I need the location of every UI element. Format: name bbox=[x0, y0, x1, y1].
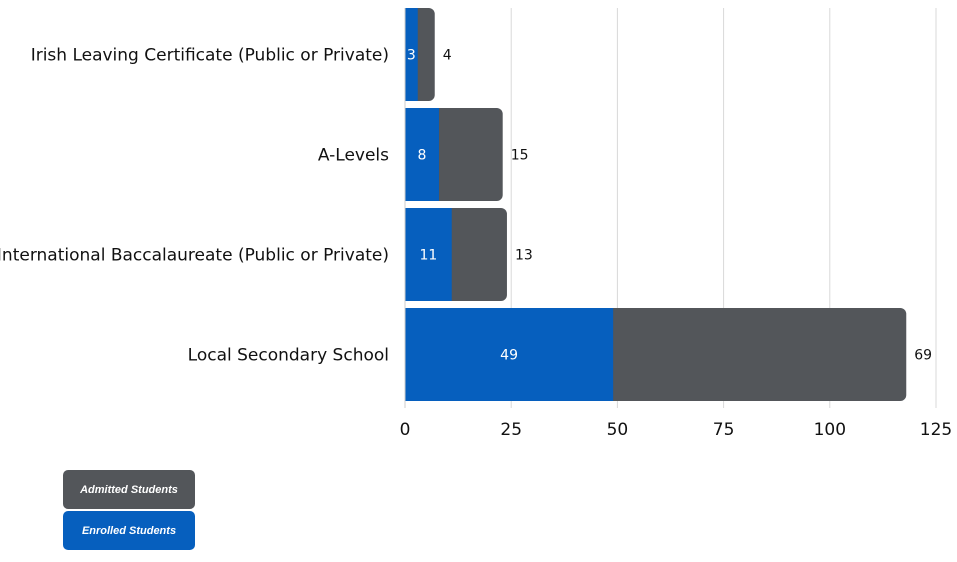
data-label-admitted: 15 bbox=[511, 148, 529, 164]
category-label: Local Secondary School bbox=[188, 346, 389, 366]
data-label-enrolled: 3 bbox=[407, 48, 416, 64]
bar-enrolled bbox=[405, 8, 418, 101]
category-label: International Baccalaureate (Public or P… bbox=[0, 246, 389, 266]
bar-enrolled bbox=[405, 208, 452, 301]
legend-admitted[interactable]: Admitted Students bbox=[63, 470, 195, 509]
bar-enrolled bbox=[405, 108, 439, 201]
data-label-admitted: 69 bbox=[914, 348, 932, 364]
x-tick-label: 0 bbox=[400, 420, 411, 440]
data-label-enrolled: 49 bbox=[500, 348, 518, 364]
x-tick-label: 100 bbox=[814, 420, 846, 440]
category-label: A-Levels bbox=[318, 146, 389, 166]
x-tick-label: 75 bbox=[713, 420, 735, 440]
chart: 0 25 50 75 100 125 Irish Leaving Certificate (… bbox=[0, 8, 952, 440]
data-label-enrolled: 11 bbox=[419, 248, 437, 264]
bar-enrolled bbox=[405, 308, 614, 401]
data-label-admitted: 13 bbox=[515, 248, 533, 264]
data-label-admitted: 4 bbox=[443, 48, 452, 64]
legend-enrolled[interactable]: Enrolled Students bbox=[63, 511, 195, 550]
x-tick-label: 125 bbox=[920, 420, 952, 440]
category-label: Irish Leaving Certificate (Public or Pri… bbox=[31, 46, 389, 66]
x-tick-label: 25 bbox=[500, 420, 522, 440]
data-label-enrolled: 8 bbox=[418, 148, 427, 164]
x-tick-label: 50 bbox=[607, 420, 629, 440]
